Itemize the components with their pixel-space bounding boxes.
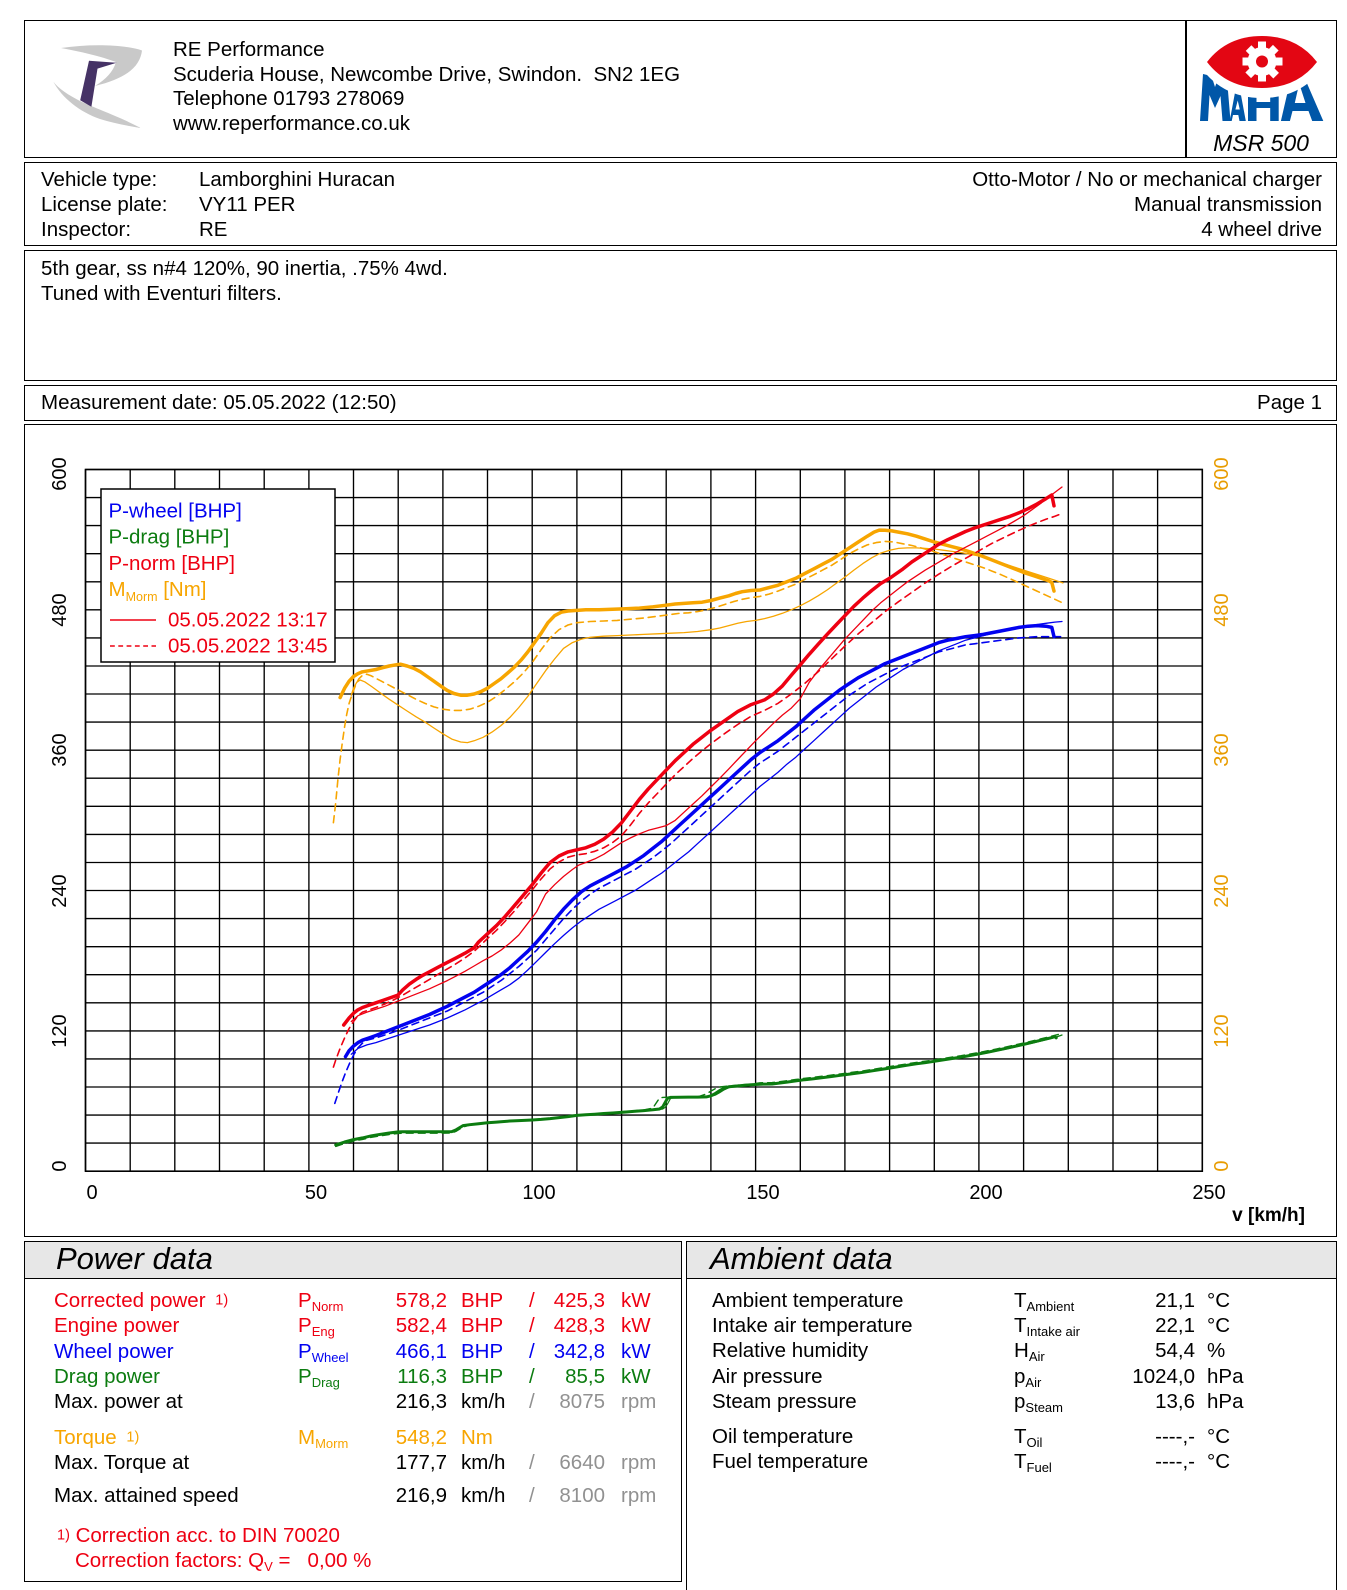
svg-text:240: 240 [1211,874,1233,907]
svg-text:360: 360 [1211,733,1233,766]
svg-text:250: 250 [1192,1182,1225,1204]
svg-text:480: 480 [49,593,71,626]
svg-text:100: 100 [522,1182,555,1204]
svg-text:600: 600 [1211,457,1233,490]
svg-text:480: 480 [1211,593,1233,626]
svg-text:200: 200 [969,1182,1002,1204]
svg-text:150: 150 [746,1182,779,1204]
svg-text:v [km/h]: v [km/h] [1232,1205,1305,1226]
svg-text:P-wheel [BHP]: P-wheel [BHP] [109,500,242,523]
svg-text:05.05.2022 13:17: 05.05.2022 13:17 [168,609,328,632]
svg-text:0: 0 [1211,1160,1233,1171]
svg-text:120: 120 [1211,1014,1233,1047]
svg-text:360: 360 [49,733,71,766]
svg-text:50: 50 [305,1182,327,1204]
svg-text:0: 0 [86,1182,97,1204]
svg-text:05.05.2022 13:45: 05.05.2022 13:45 [168,635,328,658]
svg-text:MMorm [Nm]: MMorm [Nm] [109,578,207,604]
svg-text:600: 600 [49,457,71,490]
svg-text:240: 240 [49,874,71,907]
svg-text:P-drag [BHP]: P-drag [BHP] [109,526,230,549]
svg-text:120: 120 [49,1014,71,1047]
svg-text:MSR 500: MSR 500 [1213,130,1309,156]
svg-text:0: 0 [49,1160,71,1171]
svg-text:P-norm [BHP]: P-norm [BHP] [109,552,235,575]
